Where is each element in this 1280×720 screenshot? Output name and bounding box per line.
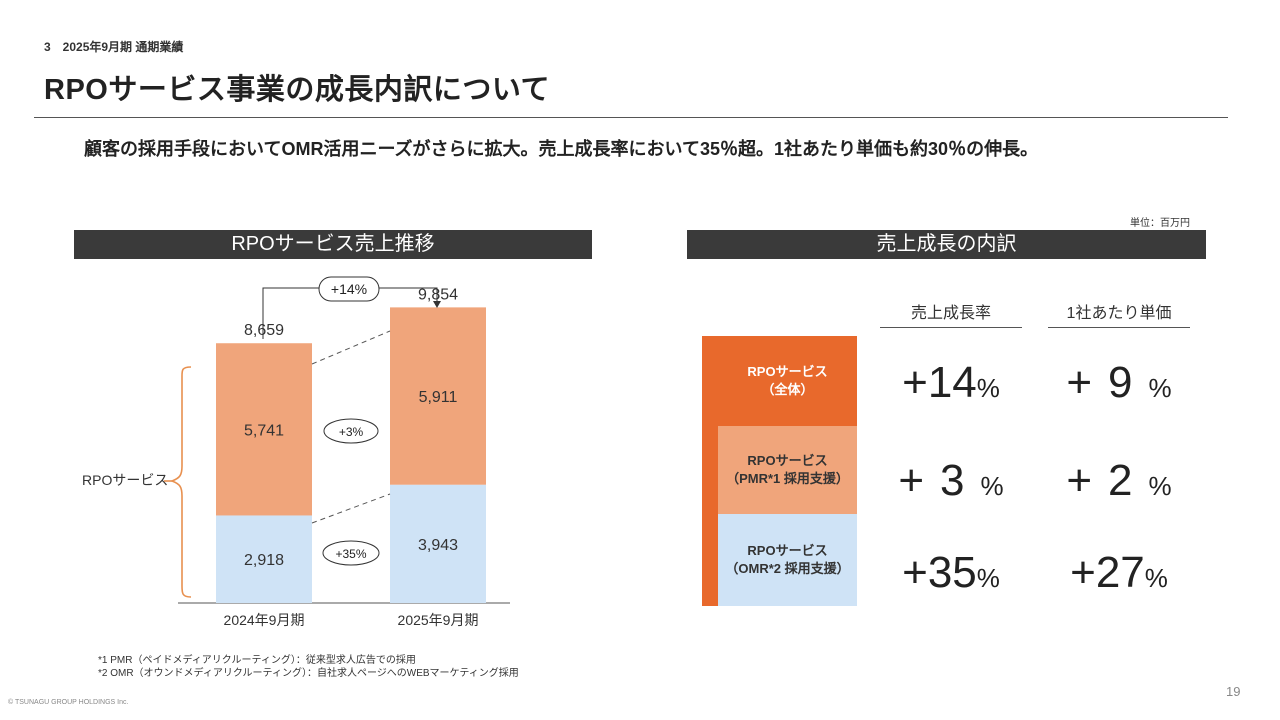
- bar-total-label-2: 9,854: [418, 286, 458, 303]
- bar-value-label-pmr-2: 5,911: [419, 389, 458, 406]
- connector-top: [311, 330, 391, 365]
- row-omr-growth-sign: +: [902, 548, 928, 597]
- row-omr-label-line1: RPOサービス: [747, 543, 828, 558]
- row-pmr-price-pct: %: [1148, 471, 1172, 501]
- left-panel-heading: RPOサービス売上推移: [74, 230, 592, 259]
- x-tick-label-2: 2025年9月期: [398, 612, 479, 628]
- footnote-2: *2 OMR（オウンドメディアリクルーティング）：自社求人ページへのWEBマーケ…: [98, 668, 519, 679]
- bar-pmr-2: [390, 307, 486, 485]
- copyright: © TSUNAGU GROUP HOLDINGS Inc.: [8, 699, 129, 706]
- row-omr-price-sign: +: [1070, 548, 1096, 597]
- row-omr-growth-num: 35: [927, 548, 977, 597]
- bar-value-label-omr-1: 2,918: [244, 552, 284, 569]
- row-total-growth-pct: %: [976, 373, 1000, 403]
- bar-value-label-pmr-1: 5,741: [244, 422, 284, 439]
- row-total-price-pct: %: [1148, 373, 1172, 403]
- row-total-growth: +14%: [880, 358, 1022, 408]
- bracket-label: RPOサービス: [82, 472, 168, 488]
- row-pmr-growth: +3%: [880, 456, 1022, 506]
- bar-omr-1: [216, 515, 312, 603]
- row-omr-label: RPOサービス （OMR*2 採用支援）: [718, 514, 857, 606]
- row-pmr-price-sign: +: [1066, 456, 1093, 505]
- col-growth-underline: [880, 327, 1022, 328]
- unit-note: 単位：百万円: [1130, 218, 1190, 229]
- bracket-brace: [169, 366, 192, 598]
- row-total-growth-num: 14: [927, 358, 977, 407]
- connector-middle: [311, 493, 391, 524]
- row-pmr-label: RPOサービス （PMR*1 採用支援）: [718, 426, 857, 514]
- row-omr-price-pct: %: [1144, 563, 1168, 593]
- growth-arrow-head: [433, 301, 441, 308]
- row-omr-growth: +35%: [880, 548, 1022, 598]
- row-pmr-price-num: 2: [1108, 456, 1133, 505]
- row-total-growth-sign: +: [902, 358, 928, 407]
- chart-layer: 2,918 5,741 8,659 2024年9月期 3,943 5,911 9,854 20…: [178, 286, 510, 628]
- col-price-header: 1社あたり単価: [1066, 305, 1172, 322]
- right-panel-heading: 売上成長の内訳: [687, 230, 1206, 259]
- page-number: 19: [1226, 684, 1241, 699]
- row-total-label-line2: （全体）: [761, 382, 814, 397]
- footnote-1: *1 PMR（ペイドメディアリクルーティング）：従来型求人広告での採用: [98, 655, 416, 666]
- row-pmr-price: +2%: [1048, 456, 1190, 506]
- section-label: 3 2025年9月期 通期業績: [44, 40, 184, 54]
- growth-total-label: +14%: [331, 281, 367, 297]
- row-pmr-growth-num: 3: [940, 456, 965, 505]
- row-total-label-line1: RPOサービス: [747, 364, 828, 379]
- row-pmr-growth-sign: +: [898, 456, 925, 505]
- page-title: RPOサービス事業の成長内訳について: [44, 74, 550, 106]
- row-total-label: RPOサービス （全体）: [718, 336, 857, 426]
- row-omr-price-num: 27: [1095, 548, 1145, 597]
- growth-total-pill: [318, 276, 380, 302]
- revenue-chart: 2,918 5,741 8,659 2024年9月期 3,943 5,911 9,854 20…: [82, 276, 510, 628]
- bar-value-label-omr-2: 3,943: [418, 537, 458, 554]
- row-pmr-label-line2: （PMR*1 採用支援）: [726, 471, 849, 486]
- row-total-price-sign: +: [1066, 358, 1093, 407]
- title-divider: [34, 117, 1228, 118]
- growth-pmr-pill: [323, 418, 379, 444]
- lead-text: 顧客の採用手段においてOMR活用ニーズがさらに拡大。売上成長率において35％超。…: [84, 139, 1039, 159]
- bar-omr-2: [390, 484, 486, 603]
- bar-pmr-1: [216, 343, 312, 516]
- row-pmr-growth-pct: %: [980, 471, 1004, 501]
- row-pmr-label-line1: RPOサービス: [747, 453, 828, 468]
- row-omr-label-line2: （OMR*2 採用支援）: [725, 561, 850, 576]
- bar-total-label-1: 8,659: [244, 322, 284, 339]
- x-tick-label-1: 2024年9月期: [224, 612, 305, 628]
- row-total-price-num: 9: [1108, 358, 1133, 407]
- col-growth-header: 売上成長率: [910, 305, 991, 322]
- row-omr-price: +27%: [1048, 548, 1190, 598]
- row-omr-growth-pct: %: [976, 563, 1000, 593]
- growth-omr-pill: [322, 540, 380, 566]
- growth-omr-label: +35%: [335, 547, 366, 561]
- growth-pmr-label: +3%: [339, 425, 364, 439]
- row-total-price: +9%: [1048, 358, 1190, 408]
- col-price-underline: [1048, 327, 1190, 328]
